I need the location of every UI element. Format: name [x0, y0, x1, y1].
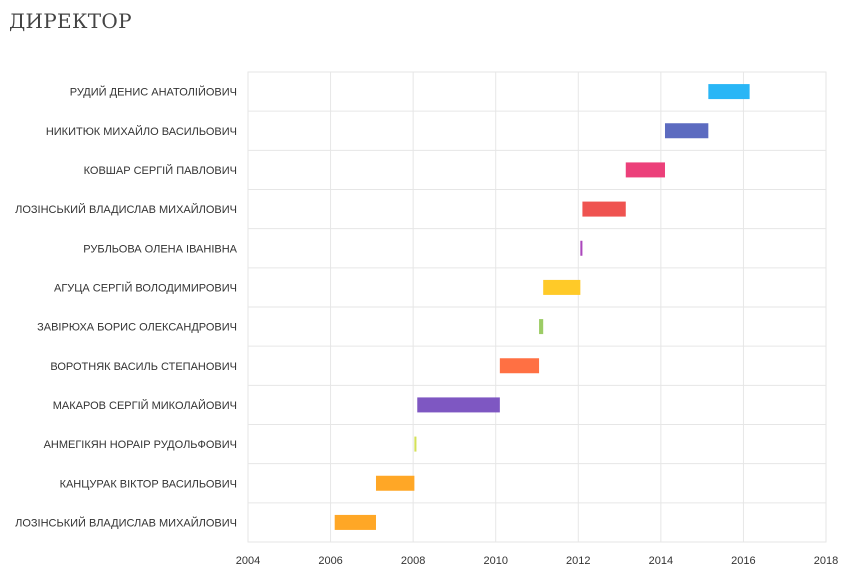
row-label: КАНЦУРАК ВІКТОР ВАСИЛЬОВИЧ [60, 478, 237, 490]
x-tick-label: 2010 [483, 555, 507, 567]
gantt-bar[interactable] [664, 123, 709, 139]
gantt-bar[interactable] [539, 319, 544, 335]
row-label: ВОРОТНЯК ВАСИЛЬ СТЕПАНОВИЧ [50, 361, 237, 373]
row-label: ЛОЗІНСЬКИЙ ВЛАДИСЛАВ МИХАЙЛОВИЧ [15, 516, 237, 529]
row-label: ЗАВІРЮХА БОРИС ОЛЕКСАНДРОВИЧ [37, 322, 237, 334]
x-axis-ticks: 2004 2006 2008 2010 2012 2014 2016 2018 [236, 555, 838, 567]
grid [247, 72, 827, 542]
gantt-bar[interactable] [417, 397, 500, 413]
gantt-bar[interactable] [582, 201, 626, 217]
row-label: РУДИЙ ДЕНИС АНАТОЛІЙОВИЧ [70, 86, 237, 99]
gantt-bar[interactable] [334, 514, 376, 530]
x-tick-label: 2016 [731, 555, 755, 567]
row-label: ЛОЗІНСЬКИЙ ВЛАДИСЛАВ МИХАЙЛОВИЧ [15, 203, 237, 216]
row-label: КОВШАР СЕРГІЙ ПАВЛОВИЧ [84, 164, 237, 177]
gantt-bar[interactable] [580, 240, 583, 256]
x-tick-label: 2012 [566, 555, 590, 567]
gantt-bar[interactable] [499, 358, 540, 374]
x-tick-label: 2004 [236, 555, 260, 567]
gantt-bar[interactable] [543, 279, 581, 295]
row-label: НИКИТЮК МИХАЙЛО ВАСИЛЬОВИЧ [46, 125, 237, 138]
bars [334, 84, 750, 530]
gantt-bar[interactable] [375, 475, 415, 491]
x-tick-label: 2014 [649, 555, 673, 567]
x-tick-label: 2008 [401, 555, 425, 567]
gantt-bar[interactable] [625, 162, 665, 178]
row-labels: РУДИЙ ДЕНИС АНАТОЛІЙОВИЧ НИКИТЮК МИХАЙЛО … [15, 86, 238, 530]
x-tick-label: 2006 [318, 555, 342, 567]
row-label: РУБЛЬОВА ОЛЕНА ІВАНІВНА [83, 243, 237, 255]
gantt-bar[interactable] [708, 84, 750, 100]
x-tick-label: 2018 [814, 555, 838, 567]
gantt-bar[interactable] [414, 436, 417, 452]
row-label: АГУЦА СЕРГІЙ ВОЛОДИМИРОВИЧ [54, 281, 237, 294]
row-label: МАКАРОВ СЕРГІЙ МИКОЛАЙОВИЧ [53, 399, 237, 412]
page-title: ДИРЕКТОР [9, 9, 132, 33]
row-label: АНМЕГІКЯН НОРАІР РУДОЛЬФОВИЧ [44, 439, 237, 451]
